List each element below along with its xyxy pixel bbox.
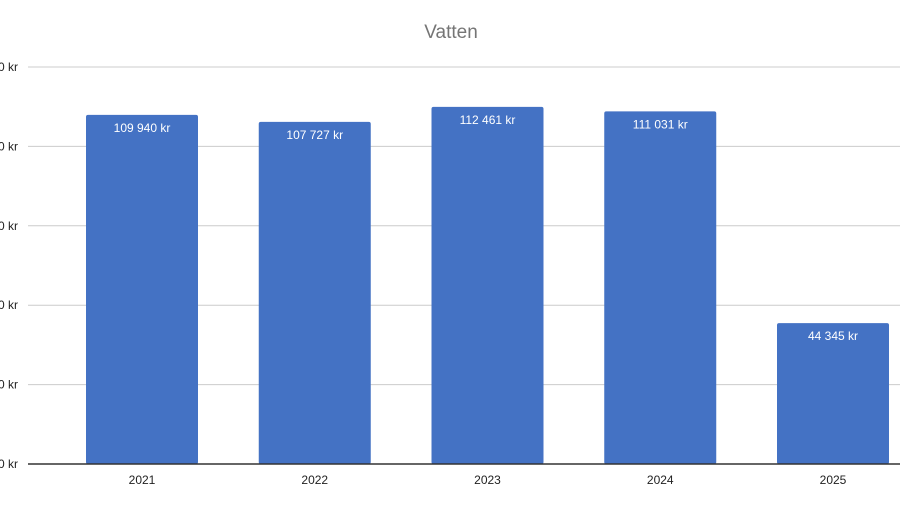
bar bbox=[604, 111, 717, 465]
chart-title: Vatten bbox=[424, 22, 478, 43]
x-tick-label: 2023 bbox=[474, 473, 501, 487]
bar bbox=[431, 106, 544, 465]
bar-value-label: 107 727 kr bbox=[286, 128, 343, 142]
bar-group: 111 031 kr bbox=[604, 111, 717, 465]
bar bbox=[777, 323, 889, 464]
y-tick-label: 100 000 kr bbox=[0, 139, 18, 153]
bar-group: 109 940 kr bbox=[86, 114, 198, 464]
y-tick-label: 0 kr bbox=[0, 457, 18, 471]
bar-group: 112 461 kr bbox=[431, 106, 544, 465]
y-tick-label: 25 000 kr bbox=[0, 378, 18, 392]
x-tick-label: 2022 bbox=[301, 473, 328, 487]
x-tick-label: 2024 bbox=[647, 473, 674, 487]
y-tick-label: 75 000 kr bbox=[0, 219, 18, 233]
x-axis-ticks: 2021 2022 2023 2024 2025 bbox=[129, 473, 847, 487]
bars: 109 940 kr 107 727 kr 112 461 kr 111 031 kr… bbox=[86, 106, 889, 465]
y-tick-label: 50 000 kr bbox=[0, 298, 18, 312]
bar bbox=[86, 114, 198, 464]
bar-group: 107 727 kr bbox=[258, 121, 371, 465]
y-tick-label: 125 000 kr bbox=[0, 60, 18, 74]
bar-value-label: 112 461 kr bbox=[460, 113, 516, 127]
bar-value-label: 44 345 kr bbox=[808, 329, 858, 343]
x-tick-label: 2025 bbox=[820, 473, 847, 487]
bar-group: 44 345 kr bbox=[777, 323, 889, 464]
bar-value-label: 111 031 kr bbox=[633, 117, 688, 131]
y-axis-ticks: 0 kr 25 000 kr 50 000 kr 75 000 kr 100 000 k… bbox=[0, 60, 18, 471]
bar-value-label: 109 940 kr bbox=[114, 121, 171, 135]
x-tick-label: 2021 bbox=[129, 473, 156, 487]
bar bbox=[258, 121, 371, 465]
